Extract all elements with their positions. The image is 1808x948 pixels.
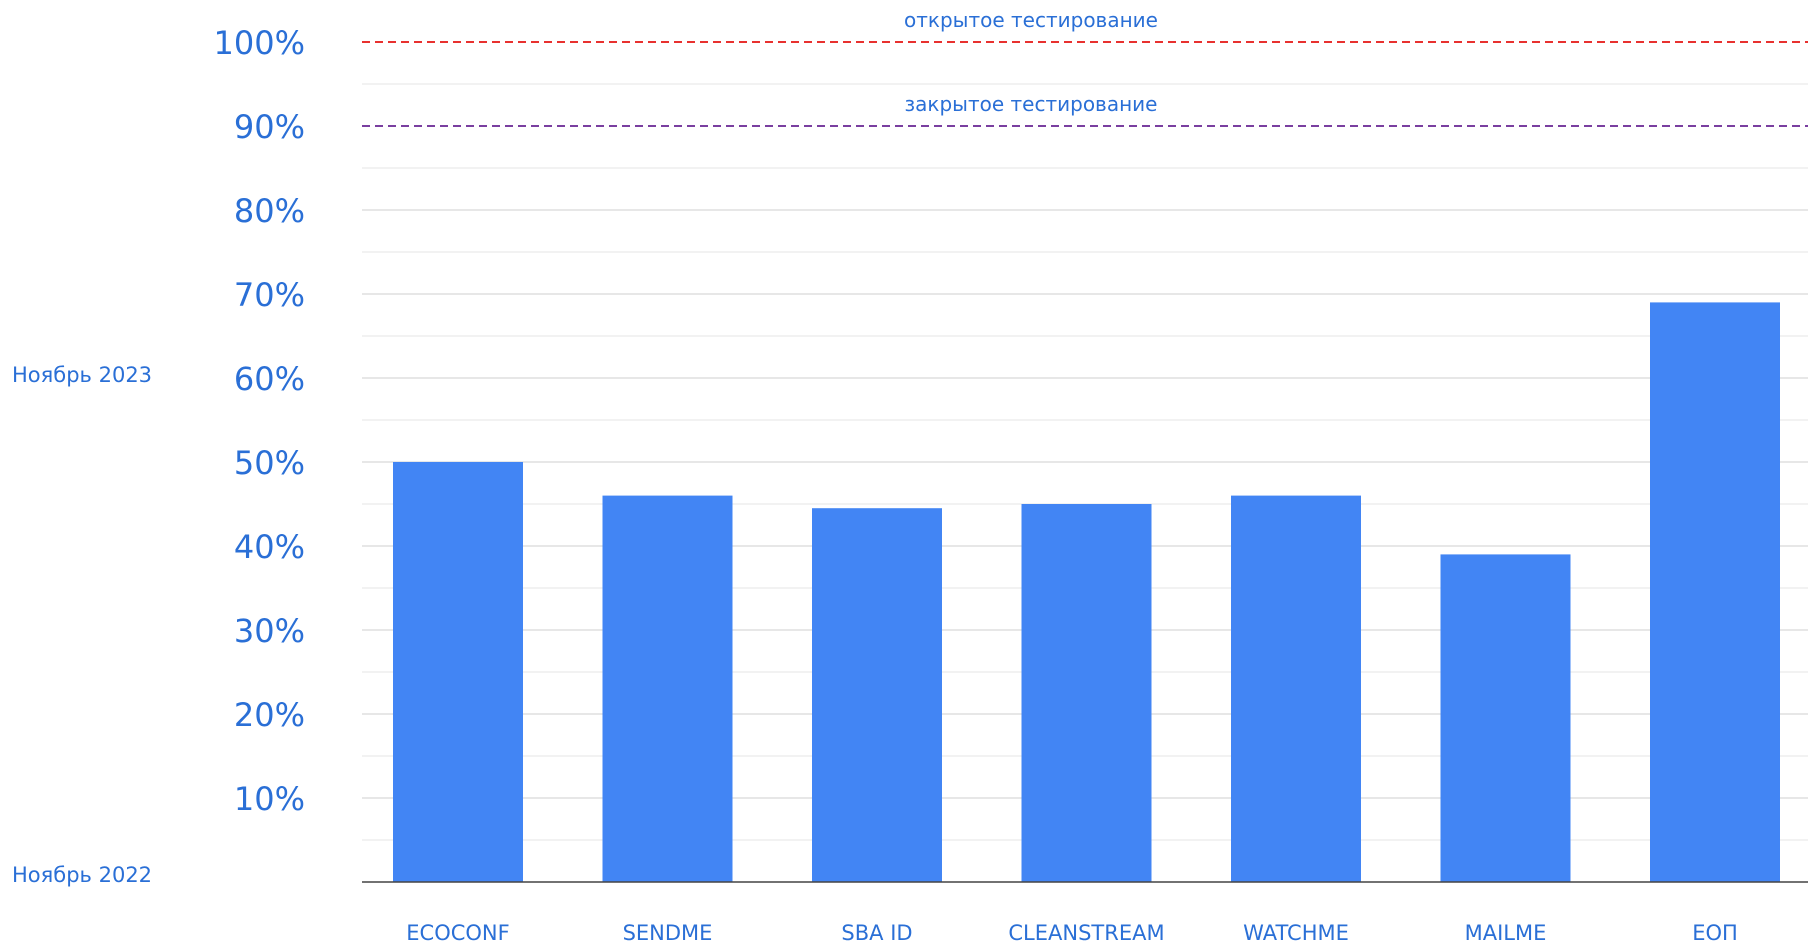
bar-ecoconf <box>393 462 523 882</box>
x-tick-label: ЕОП <box>1692 921 1738 945</box>
y-tick-label: 50% <box>234 444 305 482</box>
bar-mailme <box>1440 554 1571 882</box>
reference-line-label: закрытое тестирование <box>905 92 1158 116</box>
x-tick-label: WATCHME <box>1243 921 1349 945</box>
x-tick-label: SBA ID <box>841 921 912 945</box>
y-tick-labels: 10% 20% 30% 40% 50% 60% 70% 80% 90% 100% <box>214 24 305 818</box>
bar-watchme <box>1231 495 1361 882</box>
reference-lines: открытое тестирование закрытое тестирован… <box>362 8 1808 127</box>
y-tick-label: 30% <box>234 612 305 650</box>
y-tick-label: 10% <box>234 780 305 818</box>
y-tick-label: 100% <box>214 24 305 62</box>
side-label-bottom: Ноябрь 2022 <box>12 863 152 887</box>
bars <box>393 302 1780 882</box>
x-tick-label: CLEANSTREAM <box>1008 921 1164 945</box>
y-tick-label: 70% <box>234 276 305 314</box>
y-tick-label: 90% <box>234 108 305 146</box>
x-tick-label: MAILME <box>1465 921 1547 945</box>
bar-cleanstream <box>1021 504 1152 882</box>
y-tick-label: 20% <box>234 696 305 734</box>
side-label-top: Ноябрь 2023 <box>12 363 152 387</box>
y-tick-label: 60% <box>234 360 305 398</box>
x-tick-labels: ECOCONF SENDME SBA ID CLEANSTREAM WATCHME MAI… <box>406 921 1738 945</box>
y-tick-label: 40% <box>234 528 305 566</box>
x-tick-label: SENDME <box>623 921 713 945</box>
x-tick-label: ECOCONF <box>406 921 509 945</box>
reference-line-label: открытое тестирование <box>904 8 1158 32</box>
y-tick-label: 80% <box>234 192 305 230</box>
bar-sendme <box>602 495 733 882</box>
bar-еоп <box>1650 302 1780 882</box>
bar-sba-id <box>812 508 942 882</box>
